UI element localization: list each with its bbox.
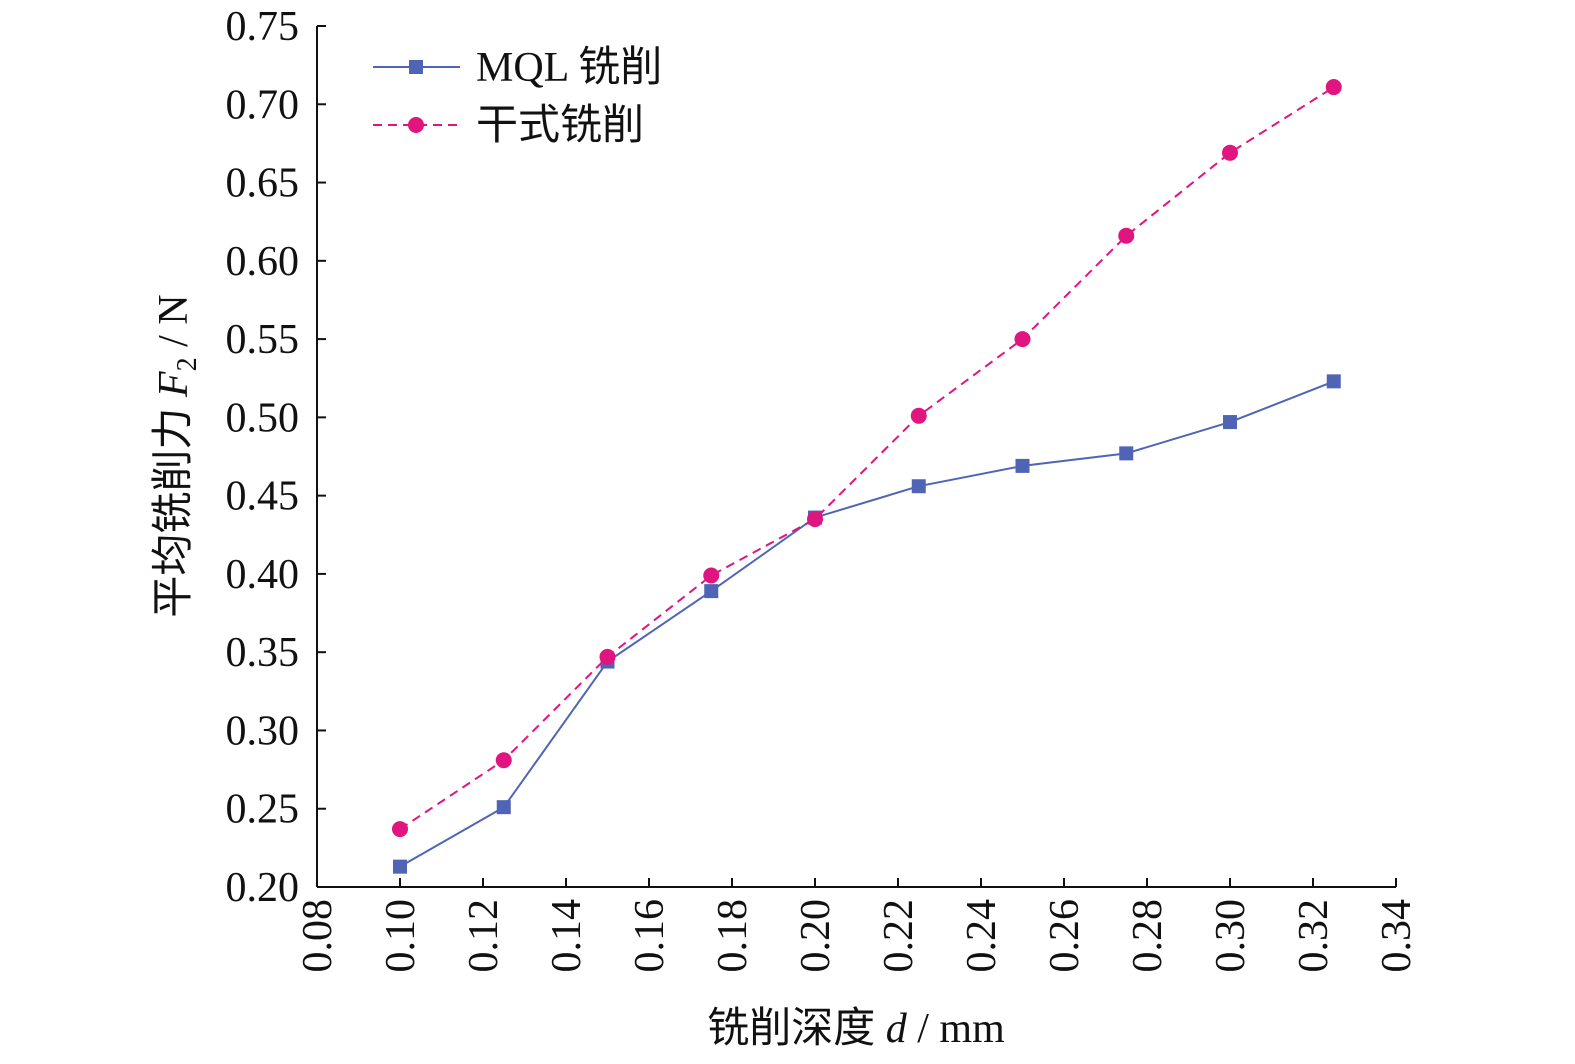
data-point	[807, 511, 823, 528]
series-line	[399, 380, 1335, 868]
x-tick-label: 0.32	[1291, 899, 1337, 973]
y-ticks: 0.20 0.25 0.30 0.35 0.40 0.45 0.50 0.55 0.60 0.65…	[226, 4, 326, 911]
y-tick-label: 0.30	[226, 708, 300, 754]
y-tick-label: 0.70	[226, 82, 300, 128]
legend-marker-mql	[409, 60, 423, 74]
y-tick-label: 0.45	[226, 474, 300, 520]
data-point	[393, 859, 407, 874]
y-tick-label: 0.65	[226, 161, 300, 207]
data-point	[1014, 331, 1031, 348]
y-tick-label: 0.50	[226, 395, 300, 441]
data-point	[703, 567, 720, 584]
legend-marker-dry	[408, 117, 424, 133]
legend-label-dry: 干式铣削	[476, 103, 644, 149]
series-0	[393, 374, 1341, 874]
y-axis-title-var: F	[151, 371, 197, 398]
x-ticks: 0.08 0.10 0.12 0.14 0.16 0.18 0.20 0.22 0.24 0.26…	[295, 878, 1420, 973]
series-1	[392, 79, 1342, 838]
y-tick-label: 0.20	[226, 865, 300, 911]
data-point	[1015, 458, 1030, 473]
y-tick-label: 0.60	[226, 239, 300, 285]
x-tick-label: 0.10	[378, 899, 424, 973]
data-point	[1222, 144, 1238, 161]
x-axis-title-var: d	[886, 1006, 908, 1052]
legend-label-mql: MQL 铣削	[476, 45, 662, 91]
x-tick-label: 0.18	[710, 899, 756, 973]
x-tick-label: 0.20	[793, 899, 839, 973]
y-axis-title-sub: 2	[172, 357, 203, 371]
y-tick-label: 0.25	[226, 787, 300, 833]
x-tick-label: 0.14	[544, 899, 590, 973]
data-point	[911, 479, 926, 494]
data-point	[1118, 227, 1135, 244]
axes	[316, 26, 1396, 888]
x-tick-label: 0.08	[295, 899, 341, 973]
x-tick-label: 0.12	[461, 899, 507, 973]
x-tick-label: 0.22	[876, 899, 922, 973]
y-tick-label: 0.40	[226, 552, 300, 598]
x-tick-label: 0.24	[959, 899, 1005, 973]
legend-item-1: 干式铣削	[373, 103, 644, 149]
x-axis-title: 铣削深度 d / mm	[707, 1006, 1005, 1052]
data-point	[392, 821, 408, 838]
data-point	[1326, 374, 1341, 389]
data-point	[910, 407, 927, 424]
data-point	[1325, 79, 1342, 96]
x-tick-label: 0.34	[1374, 899, 1420, 973]
data-point	[1223, 415, 1237, 430]
data-point	[599, 648, 616, 665]
y-tick-label: 0.55	[226, 317, 300, 363]
x-tick-label: 0.30	[1208, 899, 1254, 973]
data-point	[495, 752, 512, 769]
y-tick-label: 0.75	[226, 4, 300, 50]
legend-item-0: MQL 铣削	[373, 45, 662, 91]
data-point	[496, 800, 511, 815]
y-tick-label: 0.35	[226, 630, 300, 676]
y-axis-title-suffix: / N	[151, 294, 197, 357]
x-axis-title-prefix: 铣削深度	[707, 1006, 886, 1052]
y-axis-title: 平均铣削力 F2 / N	[151, 294, 203, 617]
x-tick-label: 0.16	[627, 899, 673, 973]
x-axis-title-suffix: / mm	[907, 1006, 1005, 1052]
data-point	[704, 584, 719, 599]
series-layer	[392, 79, 1342, 874]
legend: MQL 铣削 干式铣削	[373, 45, 662, 149]
y-axis-title-prefix: 平均铣削力	[151, 397, 197, 618]
data-point	[1119, 446, 1134, 461]
x-tick-label: 0.28	[1125, 899, 1171, 973]
series-line	[399, 86, 1335, 830]
x-tick-label: 0.26	[1042, 899, 1088, 973]
